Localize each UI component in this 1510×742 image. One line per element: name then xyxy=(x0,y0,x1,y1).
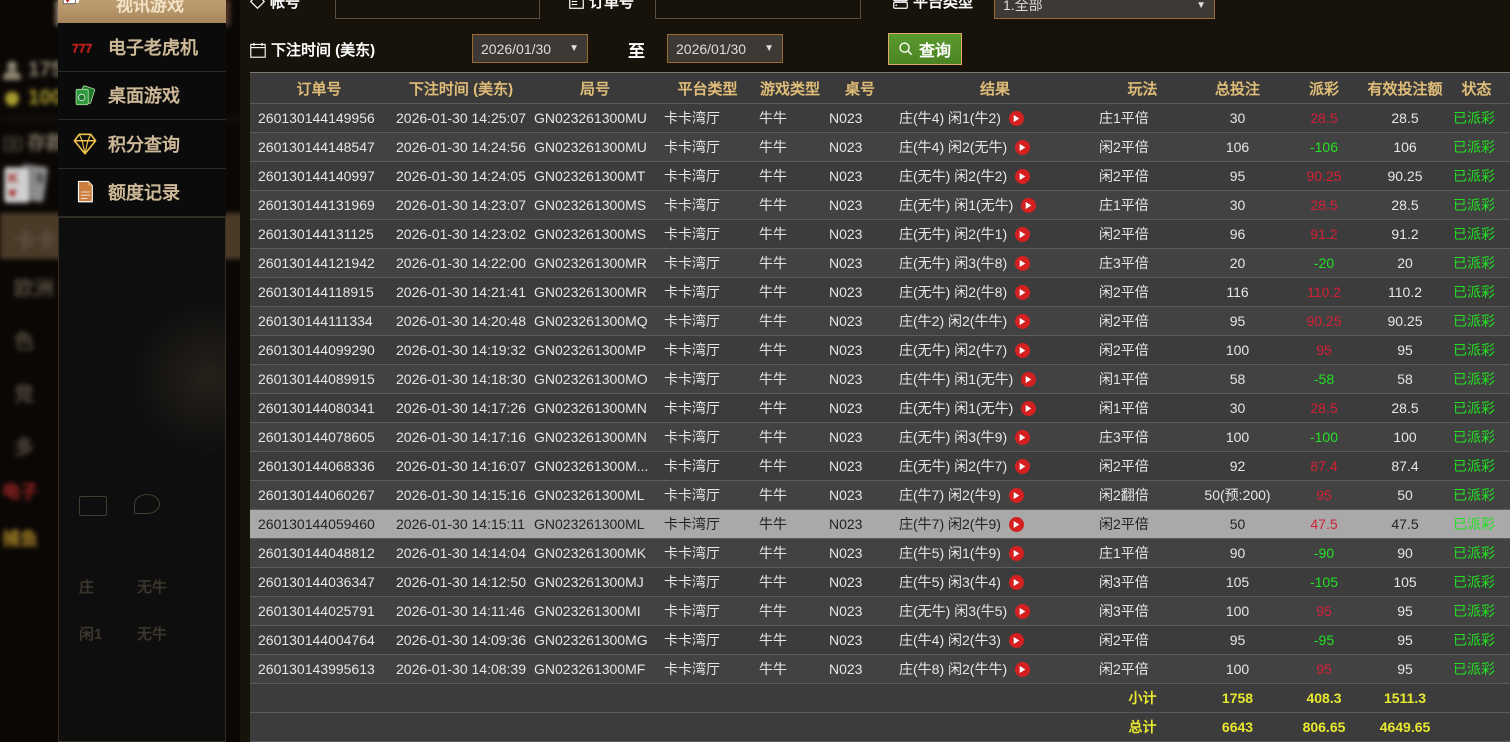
svg-text:777: 777 xyxy=(72,41,93,55)
svg-text:♥: ♥ xyxy=(65,0,70,5)
svg-text:9: 9 xyxy=(36,170,44,186)
svg-text:♥: ♥ xyxy=(8,185,17,202)
